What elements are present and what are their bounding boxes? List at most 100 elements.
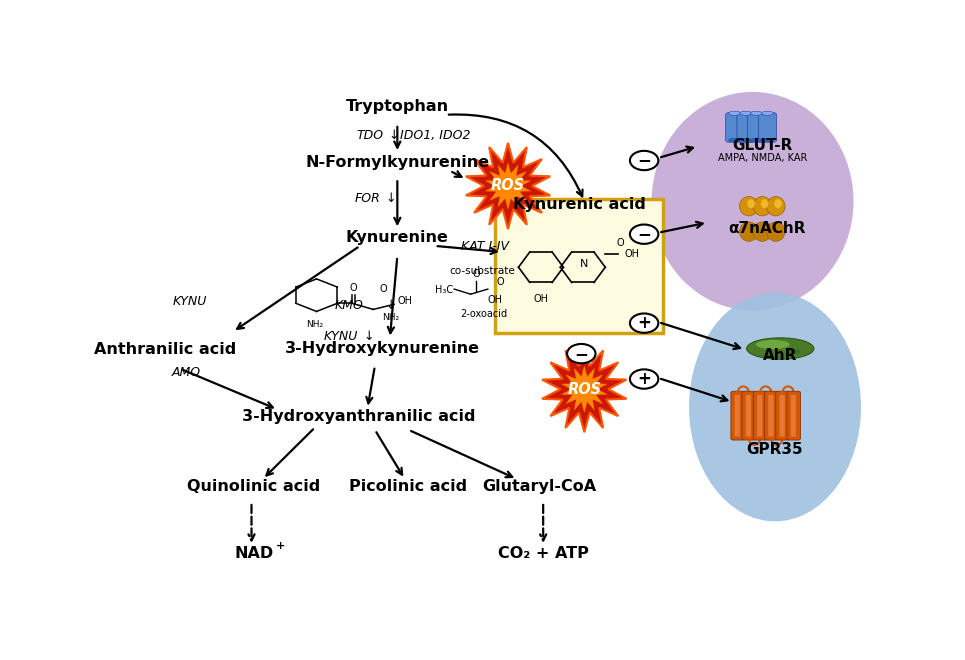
FancyBboxPatch shape: [737, 113, 755, 142]
FancyBboxPatch shape: [731, 391, 744, 440]
Text: Kynurenic acid: Kynurenic acid: [512, 197, 646, 212]
Text: GPR35: GPR35: [747, 442, 803, 457]
FancyBboxPatch shape: [746, 395, 751, 436]
Text: −: −: [574, 345, 589, 362]
FancyBboxPatch shape: [768, 395, 774, 436]
Circle shape: [630, 370, 658, 389]
Text: −: −: [637, 152, 651, 170]
Ellipse shape: [753, 222, 772, 242]
Ellipse shape: [766, 222, 786, 242]
Ellipse shape: [753, 197, 772, 216]
Text: ↓: ↓: [385, 192, 396, 205]
FancyBboxPatch shape: [764, 391, 778, 440]
Polygon shape: [466, 143, 550, 229]
Text: O: O: [497, 277, 505, 286]
Text: NAD: NAD: [234, 546, 273, 561]
FancyBboxPatch shape: [758, 395, 762, 436]
FancyBboxPatch shape: [734, 395, 740, 436]
Text: 3-Hydroxyanthranilic acid: 3-Hydroxyanthranilic acid: [241, 409, 475, 424]
Text: CO₂ + ATP: CO₂ + ATP: [498, 546, 589, 561]
Text: Glutaryl-CoA: Glutaryl-CoA: [482, 479, 596, 494]
Text: TDO: TDO: [357, 129, 384, 142]
Text: OH: OH: [398, 296, 412, 306]
Polygon shape: [542, 346, 626, 432]
Text: N: N: [580, 259, 589, 269]
Text: ↓: ↓: [388, 129, 399, 142]
Circle shape: [630, 224, 658, 244]
Text: +: +: [637, 314, 651, 332]
Text: O: O: [472, 269, 480, 279]
Text: Picolinic acid: Picolinic acid: [349, 479, 468, 494]
Text: Tryptophan: Tryptophan: [345, 99, 449, 114]
Text: 2-oxoacid: 2-oxoacid: [459, 310, 507, 319]
Text: NH₂: NH₂: [307, 319, 323, 329]
Text: AMO: AMO: [172, 366, 201, 379]
Text: N-Formylkynurenine: N-Formylkynurenine: [305, 154, 489, 170]
Text: +: +: [276, 541, 286, 551]
Circle shape: [567, 344, 595, 363]
FancyBboxPatch shape: [776, 391, 789, 440]
Ellipse shape: [747, 338, 813, 359]
Text: H₃C: H₃C: [435, 285, 454, 295]
Text: NH₂: NH₂: [382, 314, 400, 323]
Ellipse shape: [740, 139, 752, 142]
Polygon shape: [561, 366, 608, 413]
Text: OH: OH: [488, 295, 503, 305]
Circle shape: [630, 151, 658, 170]
Text: ↓: ↓: [364, 330, 374, 343]
Ellipse shape: [729, 139, 740, 142]
Text: O: O: [349, 283, 357, 293]
FancyBboxPatch shape: [758, 113, 777, 142]
Text: GLUT-R: GLUT-R: [732, 139, 792, 153]
FancyBboxPatch shape: [747, 113, 765, 142]
Text: AMPA, NMDA, KAR: AMPA, NMDA, KAR: [718, 152, 807, 162]
Text: KAT I-IV: KAT I-IV: [461, 240, 509, 253]
Ellipse shape: [740, 112, 752, 115]
FancyBboxPatch shape: [787, 391, 800, 440]
Text: OH: OH: [624, 249, 640, 259]
Text: 3-Hydroxykynurenine: 3-Hydroxykynurenine: [285, 341, 480, 356]
FancyBboxPatch shape: [494, 199, 663, 333]
Circle shape: [630, 314, 658, 333]
FancyBboxPatch shape: [742, 391, 756, 440]
Text: OH: OH: [534, 294, 548, 304]
Ellipse shape: [766, 197, 786, 216]
Text: ROS: ROS: [567, 381, 601, 397]
Text: O: O: [617, 238, 624, 248]
Ellipse shape: [739, 197, 758, 216]
Ellipse shape: [761, 139, 774, 142]
Ellipse shape: [751, 139, 762, 142]
Text: KYNU: KYNU: [324, 330, 358, 343]
Text: co-substrate: co-substrate: [449, 267, 514, 277]
FancyBboxPatch shape: [726, 113, 744, 142]
Ellipse shape: [651, 92, 853, 310]
Text: Anthranilic acid: Anthranilic acid: [95, 342, 236, 356]
Text: KYNU: KYNU: [172, 295, 207, 308]
Text: α7nAChR: α7nAChR: [728, 220, 806, 236]
Ellipse shape: [729, 112, 740, 115]
Text: FOR: FOR: [355, 192, 381, 205]
Text: KMO: KMO: [335, 299, 364, 312]
Polygon shape: [484, 162, 532, 210]
Text: Kynurenine: Kynurenine: [345, 230, 449, 245]
Text: Quinolinic acid: Quinolinic acid: [187, 479, 320, 494]
Text: IDO1, IDO2: IDO1, IDO2: [396, 129, 470, 142]
Ellipse shape: [689, 292, 861, 521]
Ellipse shape: [787, 349, 800, 354]
Ellipse shape: [756, 340, 789, 349]
Ellipse shape: [760, 199, 768, 209]
Ellipse shape: [774, 199, 782, 209]
Text: ↓: ↓: [385, 299, 396, 312]
Ellipse shape: [761, 112, 774, 115]
FancyBboxPatch shape: [780, 395, 785, 436]
Ellipse shape: [739, 222, 758, 242]
Text: ROS: ROS: [491, 178, 525, 193]
Ellipse shape: [751, 112, 762, 115]
Ellipse shape: [747, 199, 755, 209]
FancyBboxPatch shape: [754, 391, 767, 440]
Text: AhR: AhR: [763, 348, 797, 363]
Text: O: O: [380, 284, 388, 294]
FancyBboxPatch shape: [790, 395, 796, 436]
Text: −: −: [637, 225, 651, 243]
Text: +: +: [637, 370, 651, 388]
